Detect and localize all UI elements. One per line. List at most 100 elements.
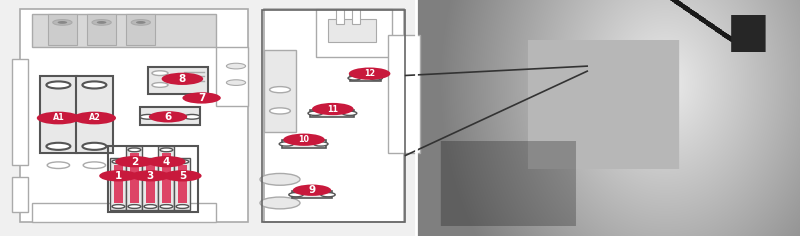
Bar bbox=[87, 14, 116, 45]
Circle shape bbox=[131, 20, 150, 25]
Text: A2: A2 bbox=[89, 114, 100, 122]
Circle shape bbox=[270, 108, 290, 114]
Circle shape bbox=[348, 76, 361, 80]
Circle shape bbox=[82, 143, 106, 150]
Bar bbox=[140, 107, 200, 125]
Text: 11: 11 bbox=[327, 105, 338, 114]
Text: 12: 12 bbox=[364, 69, 375, 78]
Bar bbox=[316, 9, 392, 57]
Bar bbox=[12, 59, 28, 165]
Circle shape bbox=[144, 160, 157, 164]
Circle shape bbox=[260, 197, 300, 209]
Bar bbox=[262, 10, 405, 222]
Circle shape bbox=[115, 156, 154, 167]
Text: A1: A1 bbox=[53, 114, 64, 122]
Circle shape bbox=[260, 173, 300, 185]
Text: 8: 8 bbox=[178, 74, 186, 84]
Circle shape bbox=[152, 83, 168, 87]
Circle shape bbox=[112, 205, 125, 208]
Bar bbox=[350, 75, 381, 81]
Bar bbox=[114, 165, 123, 203]
Circle shape bbox=[53, 20, 72, 25]
Circle shape bbox=[370, 76, 382, 80]
Circle shape bbox=[128, 205, 141, 208]
Circle shape bbox=[46, 143, 70, 150]
Circle shape bbox=[226, 63, 246, 69]
Bar bbox=[110, 158, 126, 210]
Circle shape bbox=[308, 111, 322, 115]
Circle shape bbox=[184, 114, 200, 119]
Bar bbox=[126, 146, 142, 210]
Bar bbox=[12, 177, 28, 212]
Circle shape bbox=[83, 162, 106, 169]
Text: 7: 7 bbox=[198, 93, 206, 103]
Circle shape bbox=[136, 21, 146, 24]
Circle shape bbox=[312, 103, 354, 115]
Bar bbox=[352, 9, 360, 24]
Circle shape bbox=[160, 148, 173, 152]
Bar bbox=[40, 76, 77, 153]
Circle shape bbox=[140, 114, 156, 119]
Text: 4: 4 bbox=[162, 157, 170, 167]
Circle shape bbox=[226, 80, 246, 85]
Circle shape bbox=[163, 170, 202, 181]
Text: 1: 1 bbox=[114, 171, 122, 181]
Circle shape bbox=[162, 73, 203, 85]
Bar bbox=[76, 76, 113, 153]
Bar bbox=[310, 110, 354, 117]
Circle shape bbox=[149, 111, 187, 122]
Bar bbox=[282, 140, 326, 148]
Bar bbox=[142, 158, 158, 210]
Circle shape bbox=[97, 21, 106, 24]
Bar bbox=[162, 153, 171, 203]
Circle shape bbox=[176, 205, 189, 208]
Bar bbox=[328, 19, 376, 42]
Bar bbox=[146, 165, 155, 203]
Circle shape bbox=[279, 142, 294, 146]
Circle shape bbox=[342, 111, 357, 115]
Bar bbox=[336, 9, 344, 24]
Bar bbox=[126, 14, 155, 45]
Bar bbox=[388, 35, 420, 153]
Circle shape bbox=[128, 148, 141, 152]
Circle shape bbox=[147, 156, 186, 167]
Bar bbox=[174, 158, 190, 210]
Circle shape bbox=[47, 162, 70, 169]
Circle shape bbox=[112, 160, 125, 164]
Circle shape bbox=[182, 92, 221, 104]
Circle shape bbox=[92, 20, 111, 25]
Circle shape bbox=[270, 87, 290, 93]
Circle shape bbox=[293, 185, 331, 196]
Bar bbox=[292, 191, 332, 198]
Bar bbox=[178, 165, 187, 203]
Bar bbox=[158, 146, 174, 210]
Circle shape bbox=[58, 21, 67, 24]
Circle shape bbox=[176, 160, 189, 164]
Bar bbox=[32, 14, 216, 47]
Bar bbox=[108, 146, 198, 212]
Bar bbox=[20, 9, 248, 222]
Circle shape bbox=[321, 193, 335, 197]
Circle shape bbox=[152, 71, 168, 76]
Circle shape bbox=[349, 67, 390, 80]
Bar bbox=[130, 153, 139, 203]
Circle shape bbox=[160, 205, 173, 208]
Circle shape bbox=[82, 81, 106, 88]
Circle shape bbox=[46, 81, 70, 88]
Text: 3: 3 bbox=[146, 171, 154, 181]
Circle shape bbox=[37, 112, 80, 124]
Text: 6: 6 bbox=[164, 112, 172, 122]
Circle shape bbox=[314, 142, 328, 146]
Circle shape bbox=[99, 170, 138, 181]
Bar bbox=[264, 9, 404, 222]
Bar bbox=[148, 67, 208, 94]
Circle shape bbox=[73, 112, 116, 124]
Circle shape bbox=[283, 134, 325, 146]
Bar bbox=[32, 203, 216, 222]
Text: 9: 9 bbox=[309, 185, 315, 195]
Circle shape bbox=[289, 193, 303, 197]
Circle shape bbox=[144, 205, 157, 208]
Text: 10: 10 bbox=[298, 135, 310, 144]
Bar bbox=[216, 47, 248, 106]
Bar bbox=[48, 14, 77, 45]
